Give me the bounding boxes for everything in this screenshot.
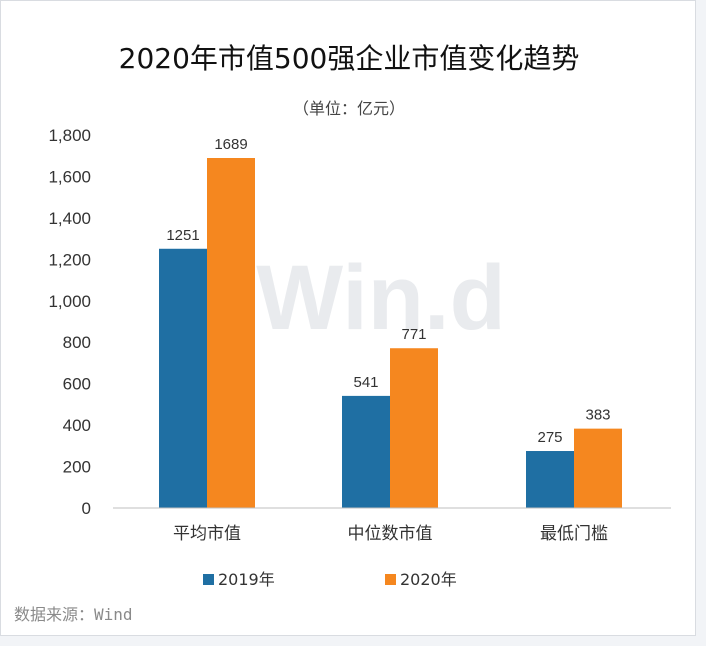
category-labels: 平均市值 中位数市值 最低门槛	[173, 524, 608, 544]
bar-series1	[342, 395, 390, 508]
y-tick-label: 600	[63, 375, 91, 394]
data-label: 771	[401, 326, 426, 343]
bar-series1	[159, 248, 207, 508]
data-label: 541	[353, 374, 378, 391]
y-tick-label: 0	[82, 499, 91, 518]
y-tick-label: 800	[63, 333, 91, 352]
category-label: 最低门槛	[540, 524, 608, 544]
bar-series2	[207, 158, 255, 509]
bar-series2	[390, 348, 438, 508]
bar-series2	[574, 428, 622, 508]
bars: 1251 1689 541 771 275 383	[159, 136, 622, 509]
data-label: 275	[537, 429, 562, 446]
y-tick-label: 1,000	[48, 292, 91, 311]
legend-label: 2019年	[218, 570, 275, 589]
y-tick-label: 400	[63, 416, 91, 435]
y-tick-label: 1,200	[48, 250, 91, 269]
y-tick-label: 200	[63, 458, 91, 477]
chart-title: 2020年市值500强企业市值变化趋势	[118, 42, 580, 75]
bar-chart: Win.d 0 200 400 600 800 1,000 1,200 1,400 1,600 1…	[48, 126, 671, 589]
source-note: 数据来源：Wind	[14, 605, 133, 624]
y-axis: 0 200 400 600 800 1,000 1,200 1,400 1,600 1,800	[48, 126, 91, 518]
data-label: 1251	[166, 227, 199, 244]
legend-swatch	[385, 574, 396, 585]
watermark: Win.d	[256, 247, 506, 349]
legend-label: 2020年	[400, 570, 457, 589]
y-tick-label: 1,400	[48, 209, 91, 228]
category-label: 中位数市值	[348, 524, 433, 544]
bar-series1	[526, 451, 574, 508]
y-tick-label: 1,800	[48, 126, 91, 145]
data-label: 383	[585, 407, 610, 424]
legend-swatch	[203, 574, 214, 585]
y-tick-label: 1,600	[48, 167, 91, 186]
chart-card: 2020年市值500强企业市值变化趋势 （单位：亿元） Win.d 0 200 40…	[0, 0, 696, 636]
chart-subtitle: （单位：亿元）	[292, 99, 405, 118]
legend: 2019年 2020年	[203, 570, 457, 589]
category-label: 平均市值	[173, 524, 241, 544]
data-label: 1689	[214, 136, 247, 153]
